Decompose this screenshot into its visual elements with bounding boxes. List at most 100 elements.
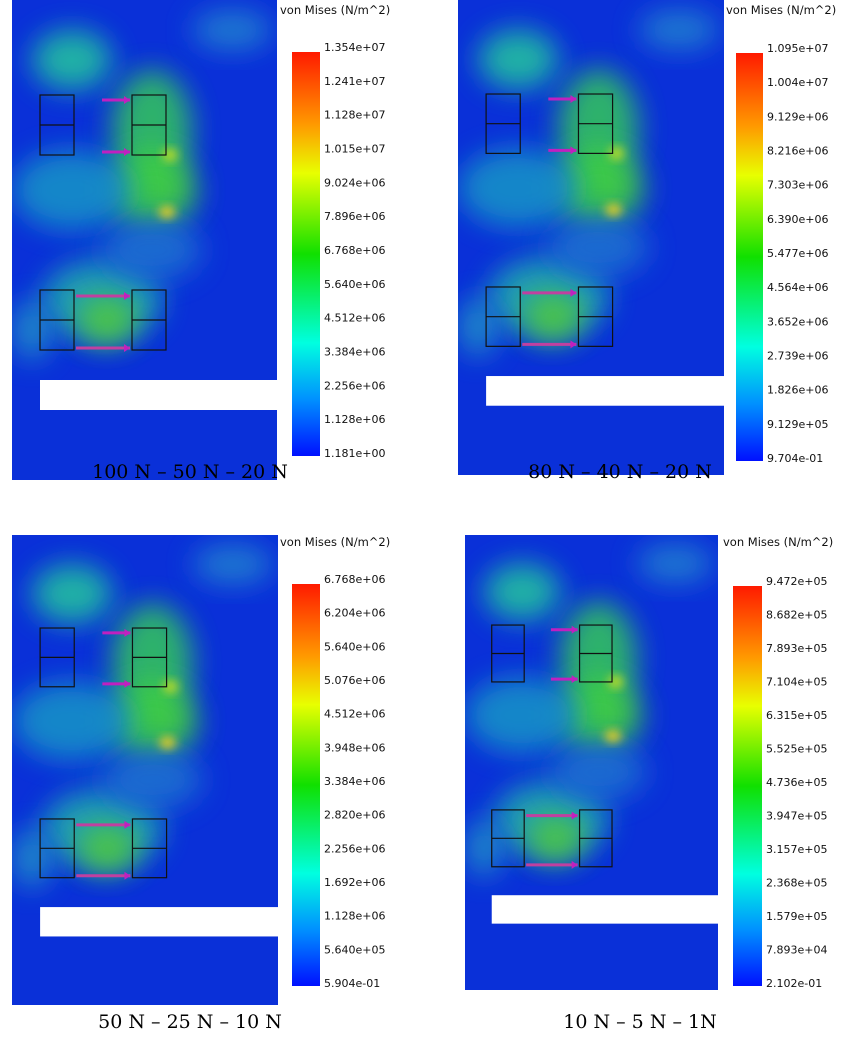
scale-label: 2.102e-01: [766, 977, 822, 990]
hot-spot: [604, 729, 621, 742]
scale-label: 1.128e+06: [324, 413, 385, 426]
scale-label: 4.512e+06: [324, 312, 385, 325]
scale-label: 5.640e+06: [324, 640, 385, 653]
stress-zone: [32, 564, 113, 624]
legend-title: von Mises (N/m^2): [723, 535, 833, 549]
scale-label: 9.704e-01: [767, 452, 823, 465]
stress-zone: [523, 291, 584, 342]
scale-label: 2.256e+06: [324, 379, 385, 392]
cutout: [40, 907, 278, 937]
stress-zone: [465, 677, 580, 754]
fea-panel: von Mises (N/m^2) 9.472e+05 8.682e+05 7.893…: [465, 535, 852, 1033]
scale-label: 1.181e+00: [324, 447, 385, 460]
scale-label: 4.512e+06: [324, 708, 385, 721]
scale-label: 4.736e+05: [766, 776, 827, 789]
stress-zone: [550, 743, 647, 801]
legend-title: von Mises (N/m^2): [726, 3, 836, 17]
scale-label: 9.472e+05: [766, 575, 827, 588]
scale-label: 3.948e+06: [324, 741, 385, 754]
color-bar: [292, 52, 320, 456]
arrow-head: [124, 148, 130, 156]
color-bar: [736, 53, 763, 461]
stress-zone: [638, 9, 719, 50]
arrow-head: [571, 860, 578, 869]
scale-label: 1.004e+07: [767, 76, 828, 89]
stress-zone: [465, 819, 504, 877]
scale-label: 5.477e+06: [767, 247, 828, 260]
scale-label: 6.390e+06: [767, 213, 828, 226]
scale-label: 1.579e+05: [766, 910, 827, 923]
scale-label: 8.682e+05: [766, 609, 827, 622]
stress-zone: [32, 30, 112, 90]
stress-zone: [77, 295, 137, 345]
arrow-head: [570, 340, 577, 349]
scale-label: 7.303e+06: [767, 179, 828, 192]
stress-zone: [458, 148, 579, 228]
legend-bg: [726, 0, 852, 26]
legend-bg: [723, 535, 852, 561]
stress-zone: [102, 750, 203, 810]
fea-panel: von Mises (N/m^2) 1.095e+07 1.004e+07 9.129…: [458, 0, 852, 483]
scale-label: 5.525e+05: [766, 743, 827, 756]
stress-zone: [12, 828, 53, 888]
scale-label: 5.640e+06: [324, 278, 385, 291]
scale-label: 9.129e+06: [767, 110, 828, 123]
scale-label: 2.820e+06: [324, 809, 385, 822]
scale-label: 9.129e+05: [767, 418, 828, 431]
caption: 80 N – 40 N – 20 N: [528, 461, 712, 483]
scale-label: 6.315e+05: [766, 709, 827, 722]
stress-zone: [484, 563, 561, 621]
stress-zone: [458, 296, 499, 357]
arrow-head: [124, 628, 131, 637]
stress-zone: [12, 150, 132, 230]
scale-label: 3.384e+06: [324, 346, 385, 359]
scale-label: 7.893e+05: [766, 642, 827, 655]
scale-label: 7.893e+04: [766, 944, 827, 957]
scale-label: 1.354e+07: [324, 41, 385, 54]
scale-label: 3.157e+05: [766, 843, 827, 856]
arrow-head: [124, 820, 131, 829]
caption: 100 N – 50 N – 20 N: [92, 461, 288, 483]
scale-label: 5.904e-01: [324, 977, 380, 990]
scale-label: 7.896e+06: [324, 210, 385, 223]
scale-label: 8.216e+06: [767, 145, 828, 158]
stress-zone: [478, 29, 559, 90]
stress-plot: [465, 535, 718, 990]
arrow-head: [124, 292, 130, 300]
hot-spot: [159, 206, 175, 218]
stress-zone: [192, 10, 272, 50]
scale-label: 9.024e+06: [324, 176, 385, 189]
stress-zone: [12, 300, 52, 360]
scale-label: 3.652e+06: [767, 315, 828, 328]
stress-zone: [548, 217, 649, 278]
arrow-head: [124, 679, 131, 688]
hot-spot: [159, 736, 176, 749]
stress-zone: [102, 220, 202, 280]
stress-zone: [527, 814, 585, 863]
arrow-head: [570, 146, 577, 155]
cutout: [40, 380, 277, 410]
scale-label: 3.947e+05: [766, 810, 827, 823]
cutout: [491, 895, 718, 924]
arrow-head: [571, 675, 578, 684]
scale-label: 7.104e+05: [766, 676, 827, 689]
arrow-head: [571, 625, 578, 634]
arrow-head: [124, 344, 130, 352]
caption: 50 N – 25 N – 10 N: [98, 1011, 282, 1033]
caption: 10 N – 5 N – 1N: [563, 1011, 716, 1033]
legend-bg: [280, 535, 420, 561]
stress-zone: [77, 823, 138, 873]
scale-label: 1.241e+07: [324, 75, 385, 88]
stress-zone: [12, 681, 133, 761]
scale-label: 4.564e+06: [767, 281, 828, 294]
cutout: [486, 376, 724, 406]
arrow-head: [124, 871, 131, 880]
hot-spot: [605, 203, 622, 216]
arrow-head: [124, 96, 130, 104]
fea-panel: von Mises (N/m^2) 1.354e+07 1.241e+07 1.128…: [12, 0, 420, 483]
scale-label: 2.739e+06: [767, 350, 828, 363]
arrow-head: [570, 288, 577, 297]
stress-plot: [458, 0, 724, 475]
scale-label: 1.692e+06: [324, 876, 385, 889]
